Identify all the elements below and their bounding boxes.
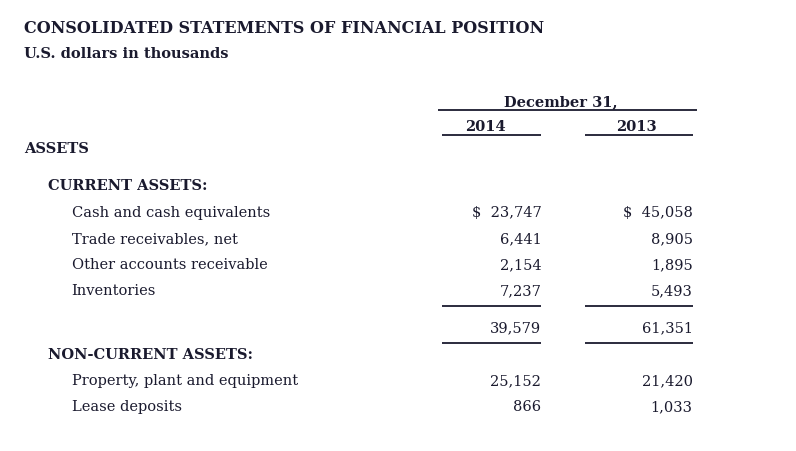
Text: 1,895: 1,895 xyxy=(651,258,693,272)
Text: December 31,: December 31, xyxy=(505,95,618,109)
Text: Other accounts receivable: Other accounts receivable xyxy=(72,258,267,272)
Text: 2014: 2014 xyxy=(465,120,506,133)
Text: Lease deposits: Lease deposits xyxy=(72,400,181,414)
Text: 6,441: 6,441 xyxy=(500,232,541,246)
Text: U.S. dollars in thousands: U.S. dollars in thousands xyxy=(24,47,228,61)
Text: 61,351: 61,351 xyxy=(642,322,693,336)
Text: 2,154: 2,154 xyxy=(500,258,541,272)
Text: 25,152: 25,152 xyxy=(490,374,541,388)
Text: 2013: 2013 xyxy=(616,120,657,133)
Text: Inventories: Inventories xyxy=(72,284,156,298)
Text: Property, plant and equipment: Property, plant and equipment xyxy=(72,374,298,388)
Text: 21,420: 21,420 xyxy=(642,374,693,388)
Text: CURRENT ASSETS:: CURRENT ASSETS: xyxy=(48,179,207,193)
Text: CONSOLIDATED STATEMENTS OF FINANCIAL POSITION: CONSOLIDATED STATEMENTS OF FINANCIAL POS… xyxy=(24,20,544,37)
Text: $  45,058: $ 45,058 xyxy=(622,206,693,220)
Text: 1,033: 1,033 xyxy=(650,400,693,414)
Text: 7,237: 7,237 xyxy=(499,284,541,298)
Text: 866: 866 xyxy=(513,400,541,414)
Text: ASSETS: ASSETS xyxy=(24,142,89,156)
Text: NON-CURRENT ASSETS:: NON-CURRENT ASSETS: xyxy=(48,348,253,362)
Text: $  23,747: $ 23,747 xyxy=(471,206,541,220)
Text: Cash and cash equivalents: Cash and cash equivalents xyxy=(72,206,270,220)
Text: 39,579: 39,579 xyxy=(490,322,541,336)
Text: 5,493: 5,493 xyxy=(650,284,693,298)
Text: Trade receivables, net: Trade receivables, net xyxy=(72,232,237,246)
Text: 8,905: 8,905 xyxy=(650,232,693,246)
